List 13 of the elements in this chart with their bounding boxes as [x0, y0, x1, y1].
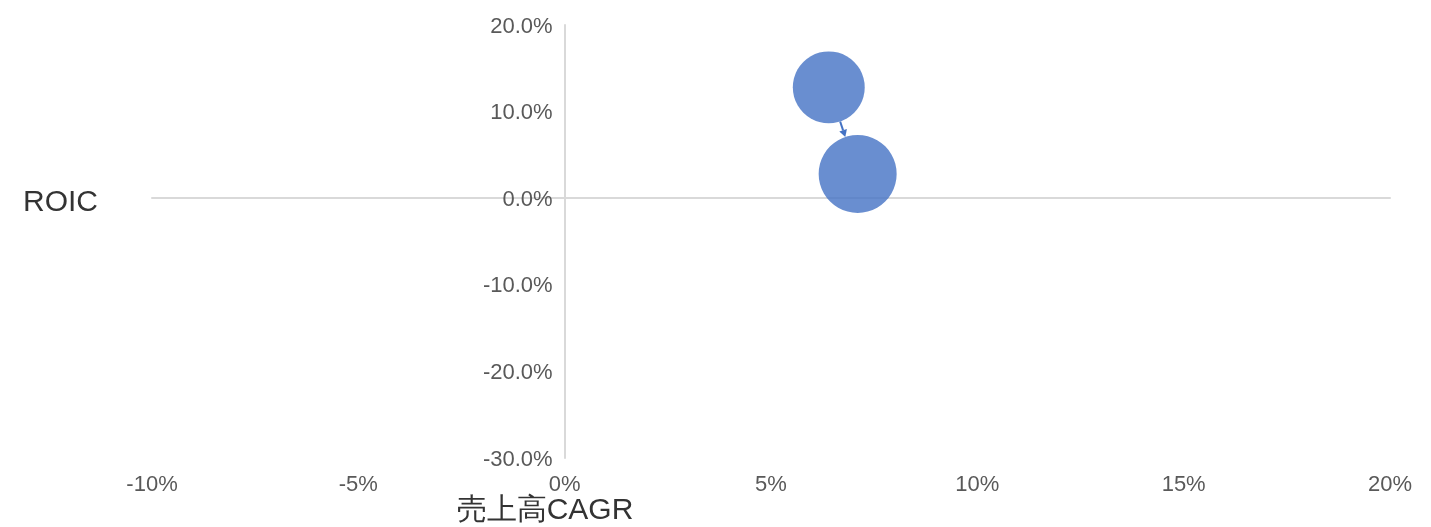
x-tick-label: 20% [1367, 470, 1413, 496]
y-tick-label: 20.0% [490, 12, 553, 38]
x-tick-label: 10% [955, 470, 1000, 496]
x-tick-label: -10% [126, 470, 178, 496]
x-tick-label: -5% [338, 470, 378, 496]
y-tick-label: 10.0% [490, 99, 553, 125]
y-tick-label: -10.0% [482, 272, 553, 298]
y-tick-label: -30.0% [482, 445, 553, 471]
x-tick-label: 15% [1161, 470, 1206, 496]
x-tick-label: 5% [755, 470, 787, 496]
y-tick-label: 0.0% [502, 185, 553, 211]
y-tick-label: -20.0% [482, 358, 553, 384]
y-axis-title: ROIC [23, 183, 98, 217]
